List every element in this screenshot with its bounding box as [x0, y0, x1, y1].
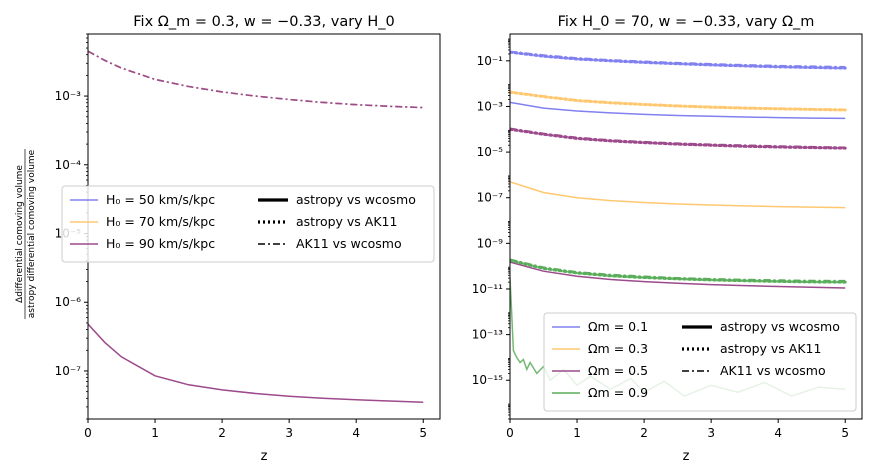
- legend-style-label: AK11 vs wcosmo: [720, 363, 826, 378]
- y-tick-label: 10⁻¹⁵: [472, 373, 503, 387]
- left-y-axis-label: Δdifferential comoving volume astropy di…: [15, 149, 37, 319]
- left-legend: H₀ = 50 km/s/kpc H₀ = 70 km/s/kpc H₀ = 90 …: [61, 185, 435, 263]
- x-tick-label: 4: [352, 426, 360, 440]
- series-line-1-2: [510, 101, 846, 120]
- series-line-1-9: [510, 258, 847, 284]
- x-tick-label: 4: [774, 426, 782, 440]
- series-line-0-3: [88, 323, 424, 404]
- x-tick-label: 1: [573, 426, 581, 440]
- y-tick-label: 10⁻¹¹: [472, 282, 503, 296]
- series-line-1-4: [510, 90, 846, 111]
- series-line-1-1: [510, 50, 846, 68]
- right-x-axis-label: z: [683, 449, 690, 464]
- legend-box: [61, 185, 435, 263]
- y-tick-label: 10⁻³: [55, 89, 82, 103]
- left-plot-area: [88, 50, 424, 404]
- right-legend: Ωm = 0.1 Ωm = 0.3 Ωm = 0.5 Ωm = 0.9 astropy …: [543, 312, 857, 412]
- series-line-1-0: [510, 50, 847, 70]
- legend-style-label: astropy vs wcosmo: [720, 319, 840, 334]
- legend-color-label: H₀ = 70 km/s/kpc: [106, 214, 215, 229]
- right-plot-area: [510, 50, 847, 398]
- x-tick-label: 1: [151, 426, 159, 440]
- y-tick-label: 10⁻⁷: [477, 191, 504, 205]
- y-tick-label: 10⁻⁹: [477, 236, 504, 250]
- x-tick-label: 2: [640, 426, 648, 440]
- right-plot-frame: [509, 33, 863, 420]
- x-tick-label: 5: [841, 426, 849, 440]
- legend-color-label: H₀ = 90 km/s/kpc: [106, 236, 215, 251]
- left-y-axis-label-denominator: astropy differential comoving volume: [27, 149, 37, 318]
- y-tick-label: 10⁻⁴: [55, 158, 82, 172]
- left-panel: Fix Ω_m = 0.3, w = −0.33, vary H_0 0 1 2 3 4…: [15, 14, 441, 464]
- series-line-0-2: [88, 50, 424, 109]
- y-tick-label: 10⁻¹³: [472, 328, 503, 342]
- y-tick-label: 10⁻⁷: [55, 364, 82, 378]
- x-tick-label: 2: [218, 426, 226, 440]
- series-line-1-10: [510, 258, 846, 282]
- legend-color-label: Ωm = 0.3: [588, 341, 648, 356]
- legend-color-label: Ωm = 0.1: [588, 319, 648, 334]
- legend-style-label: astropy vs AK11: [296, 214, 397, 229]
- x-tick-label: 5: [419, 426, 427, 440]
- y-tick-label: 10⁻⁵: [477, 145, 504, 159]
- right-panel: Fix H_0 = 70, w = −0.33, vary Ω_m 0 1 2 3 4 5…: [472, 14, 863, 464]
- legend-box: [543, 312, 857, 412]
- right-panel-title: Fix H_0 = 70, w = −0.33, vary Ω_m: [558, 14, 815, 30]
- x-tick-label: 0: [84, 426, 92, 440]
- legend-color-label: H₀ = 50 km/s/kpc: [106, 192, 215, 207]
- x-tick-label: 0: [506, 426, 514, 440]
- left-x-ticks: 0 1 2 3 4 5: [84, 419, 427, 440]
- x-tick-label: 3: [707, 426, 715, 440]
- series-line-1-7: [510, 261, 846, 289]
- y-tick-label: 10⁻¹: [477, 54, 504, 68]
- legend-style-label: astropy vs AK11: [720, 341, 821, 356]
- y-tick-label: 10⁻³: [477, 99, 504, 113]
- legend-style-label: astropy vs wcosmo: [296, 192, 416, 207]
- series-line-1-8: [510, 181, 846, 209]
- y-tick-label: 10⁻⁶: [55, 295, 82, 309]
- legend-color-label: Ωm = 0.5: [588, 363, 648, 378]
- series-line-1-6: [510, 127, 846, 149]
- left-x-axis-label: z: [261, 449, 268, 464]
- x-tick-label: 3: [285, 426, 293, 440]
- left-panel-title: Fix Ω_m = 0.3, w = −0.33, vary H_0: [133, 14, 394, 30]
- right-y-ticks: 10⁻¹⁵ 10⁻¹³ 10⁻¹¹ 10⁻⁹ 10⁻⁷ 10⁻⁵ 10⁻³ 10⁻¹: [472, 38, 510, 420]
- right-x-ticks: 0 1 2 3 4 5: [506, 419, 849, 440]
- left-y-axis-label-numerator: Δdifferential comoving volume: [15, 165, 25, 303]
- legend-color-label: Ωm = 0.9: [588, 385, 648, 400]
- legend-style-label: AK11 vs wcosmo: [296, 236, 402, 251]
- series-line-1-5: [510, 127, 847, 150]
